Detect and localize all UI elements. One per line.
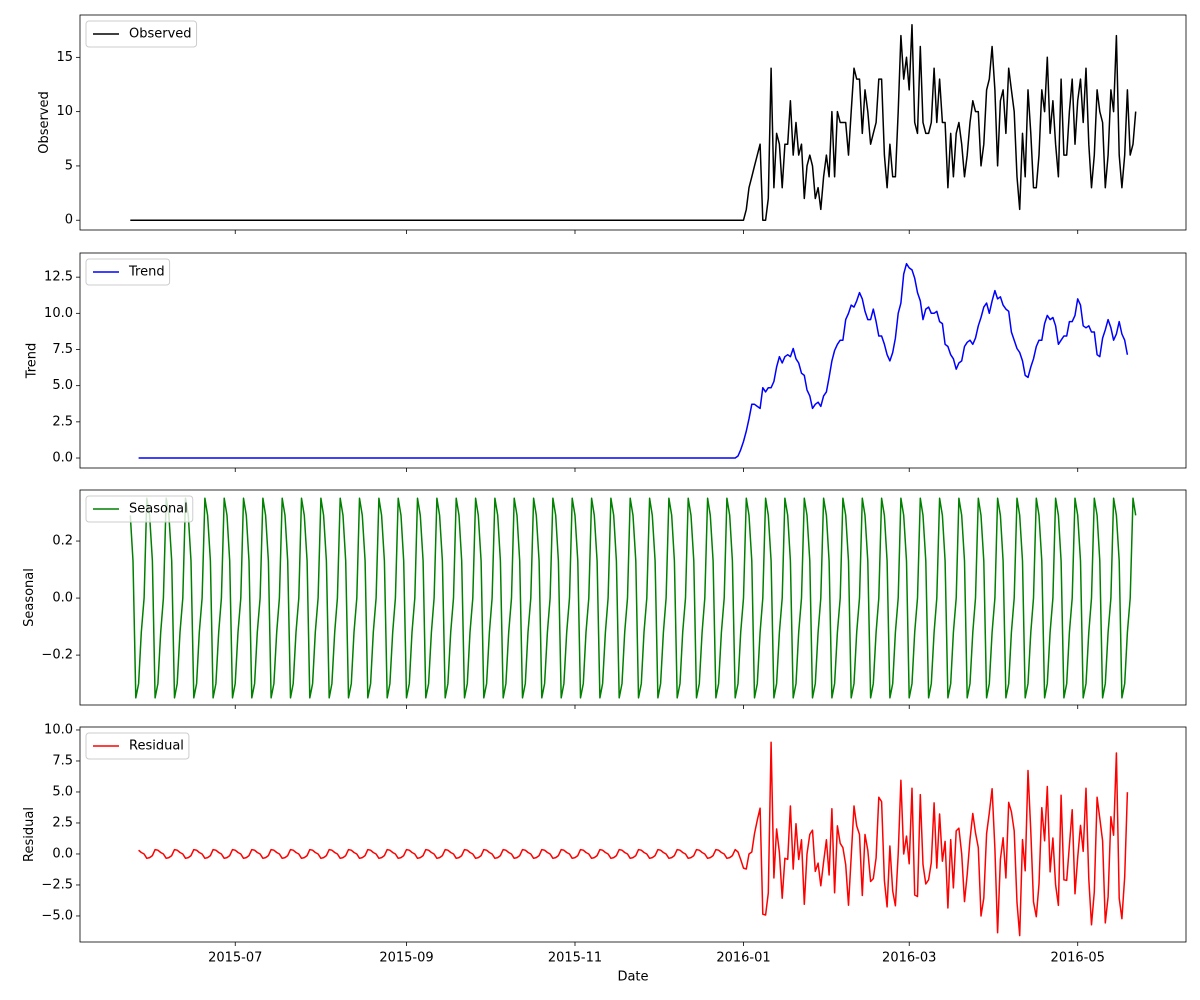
y-tick-label: 2.5 [52,414,73,429]
y-tick-label: 2.5 [52,815,73,830]
legend-box [85,732,190,760]
series-line [138,262,1129,459]
x-tick-label: 2016-03 [882,951,936,966]
y-tick-label: −2.5 [41,877,73,892]
y-tick-label: 5.0 [52,378,73,393]
y-axis-label: Seasonal [22,568,37,627]
x-tick-label: 2015-11 [548,951,602,966]
y-tick-label: 10.0 [44,722,73,737]
axes-frame [79,252,1187,469]
x-tick-label: 2016-01 [716,951,770,966]
axes-frame [79,14,1187,231]
x-axis-label: Date [617,970,648,985]
legend-box [85,495,194,523]
legend-box [85,20,198,48]
y-tick-label: 12.5 [44,270,73,285]
y-tick-label: 0.2 [52,534,73,549]
y-tick-label: 0.0 [52,451,73,466]
y-axis-label: Residual [22,807,37,862]
y-tick-label: −0.2 [41,648,73,663]
x-tick-label: 2015-09 [379,951,433,966]
y-tick-label: 0 [65,213,73,228]
axes-frame [79,726,1187,943]
x-tick-label: 2015-07 [208,951,262,966]
y-tick-label: 0.0 [52,591,73,606]
y-tick-label: 7.5 [52,753,73,768]
y-tick-label: 10.0 [44,306,73,321]
legend-label: Residual [129,739,184,754]
y-tick-label: 0.0 [52,846,73,861]
y-axis-label: Trend [25,343,40,380]
x-tick-label: 2016-05 [1051,951,1105,966]
y-tick-label: 7.5 [52,342,73,357]
axes-frame [79,489,1187,706]
legend-label: Seasonal [129,502,188,517]
y-tick-label: −5.0 [41,908,73,923]
y-tick-label: 5 [65,158,73,173]
legend-box [85,258,171,286]
y-axis-label: Observed [37,91,52,154]
series-line [138,741,1129,937]
series-line [129,497,1137,699]
legend-label: Trend [128,265,165,280]
legend-label: Observed [129,27,192,42]
y-tick-label: 5.0 [52,784,73,799]
y-tick-label: 15 [56,50,73,65]
series-line [130,24,1137,221]
y-tick-label: 10 [56,104,73,119]
